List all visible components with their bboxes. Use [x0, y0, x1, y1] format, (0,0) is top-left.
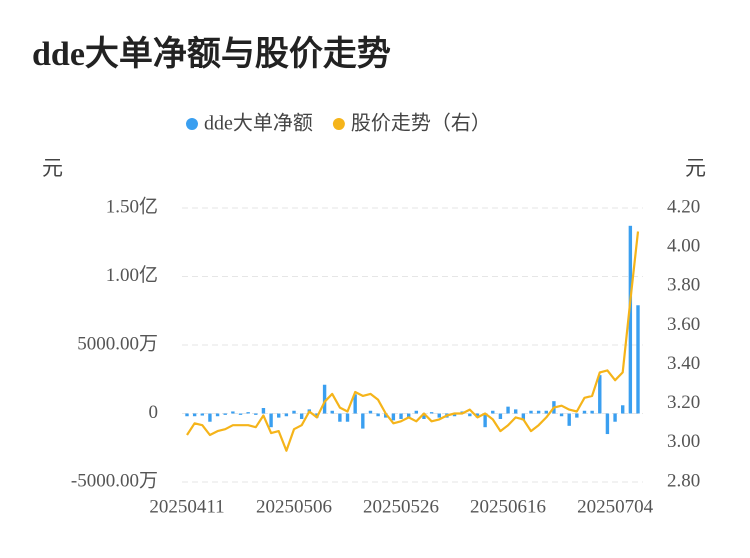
bar: [269, 413, 273, 428]
bar: [613, 413, 617, 422]
bar: [621, 405, 625, 414]
x-tick-label: 20250526: [363, 496, 439, 517]
bar: [483, 413, 487, 428]
bar: [292, 410, 296, 414]
bar: [414, 410, 419, 414]
bar: [231, 411, 235, 414]
y-tick-label: 1.50亿: [106, 195, 158, 217]
bar: [498, 413, 503, 419]
bar: [223, 413, 227, 415]
bar: [529, 410, 533, 414]
bar: [322, 384, 327, 414]
bar: [506, 406, 510, 414]
y2-tick-label: 3.60: [667, 314, 700, 335]
bar: [567, 413, 571, 426]
chart-title: dde大单净额与股价走势: [32, 35, 391, 73]
bar: [353, 394, 357, 414]
y-tick-label: -5000.00万: [71, 470, 158, 491]
bar: [628, 225, 633, 414]
bar: [559, 413, 564, 417]
bar: [598, 375, 602, 414]
y2-tick-label: 4.00: [667, 236, 700, 257]
bar: [422, 413, 426, 419]
bar: [452, 413, 457, 417]
y2-tick-label: 3.80: [667, 275, 700, 296]
x-tick-label: 20250506: [256, 496, 332, 517]
bar: [582, 410, 587, 414]
bar: [345, 413, 350, 422]
y2-tick-label: 4.20: [667, 196, 700, 217]
bar: [544, 410, 548, 414]
bar: [368, 410, 373, 414]
y2-axis-unit: 元: [685, 156, 706, 180]
bar: [215, 413, 220, 417]
y-tick-label: 0: [149, 402, 159, 423]
y-axis-unit: 元: [42, 156, 63, 180]
bar: [208, 413, 212, 422]
x-tick-label: 20250411: [149, 496, 224, 517]
legend-label: dde大单净额: [204, 112, 313, 135]
y2-tick-label: 3.40: [667, 353, 700, 374]
bar: [338, 413, 342, 422]
bar: [200, 413, 204, 416]
x-tick-label: 20250616: [470, 496, 546, 517]
legend-marker: [186, 118, 198, 130]
bar: [590, 410, 594, 414]
x-tick-label: 20250704: [577, 496, 654, 517]
bar: [261, 408, 266, 414]
bar: [361, 413, 365, 429]
bar: [185, 413, 189, 417]
bar: [491, 410, 495, 414]
bar: [575, 413, 579, 418]
bar: [254, 413, 258, 415]
bar: [391, 413, 396, 421]
bar: [468, 413, 472, 417]
bar: [246, 412, 250, 414]
bar: [513, 409, 518, 414]
bar: [605, 413, 610, 435]
bar: [521, 413, 526, 421]
bar: [277, 413, 281, 418]
bar: [238, 413, 243, 415]
bar: [636, 305, 640, 414]
bar: [376, 413, 380, 417]
bar: [299, 413, 304, 419]
price-line: [186, 231, 640, 452]
bar: [429, 412, 434, 414]
bar: [284, 413, 289, 417]
bar: [406, 413, 411, 418]
y2-tick-label: 3.00: [667, 431, 700, 452]
bar: [536, 410, 541, 414]
bar: [475, 413, 480, 418]
y-tick-label: 5000.00万: [77, 333, 158, 354]
legend-marker: [332, 118, 345, 130]
bar: [437, 413, 441, 418]
legend-label: 股价走势（右）: [351, 112, 491, 135]
bar: [399, 413, 403, 419]
bar: [384, 413, 388, 418]
y-tick-label: 1.00亿: [106, 264, 158, 286]
y2-tick-label: 3.20: [667, 392, 700, 413]
bar: [192, 413, 197, 417]
y2-tick-label: 2.80: [667, 470, 700, 491]
bar: [330, 410, 334, 414]
